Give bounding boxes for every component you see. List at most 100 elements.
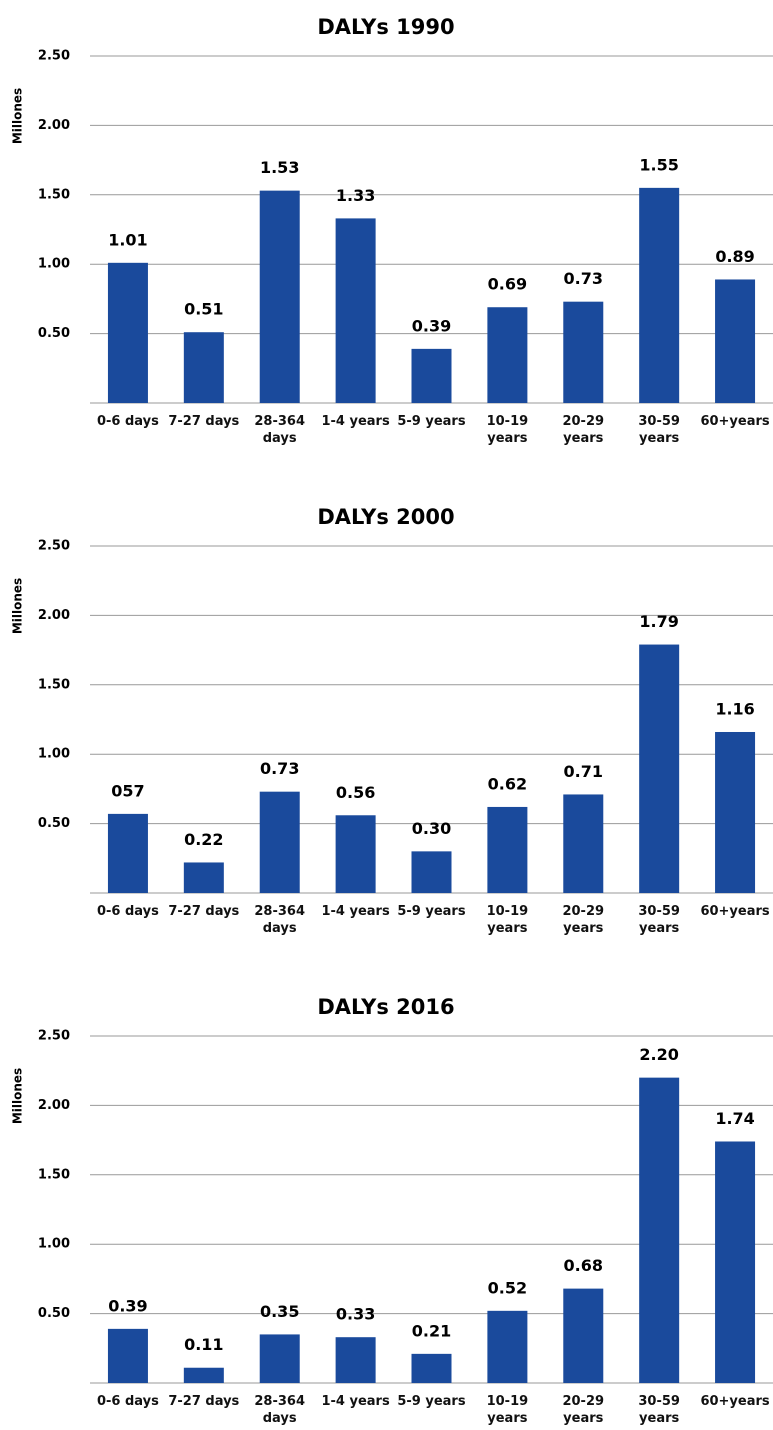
y-axis-label: Millones (11, 88, 25, 144)
bar (259, 1334, 300, 1383)
x-tick-label: 0-6 days (96, 1394, 159, 1409)
value-label: 0.22 (184, 830, 223, 849)
y-axis-label: Millones (11, 1068, 25, 1124)
x-tick-label: 20-29 years (562, 414, 605, 446)
y-tick-label: 2.00 (38, 1098, 70, 1113)
x-tick-label: 7-27 days (168, 904, 240, 919)
x-tick-label: 60+years (700, 904, 770, 919)
bar (715, 1141, 756, 1383)
bar (107, 813, 148, 893)
value-label: 0.51 (184, 300, 223, 319)
x-tick-label: 60+years (700, 1394, 770, 1409)
bar (639, 187, 680, 403)
value-label: 1.79 (639, 612, 678, 631)
x-tick-label: 28-364 days (254, 1394, 306, 1426)
bar (715, 731, 756, 893)
x-tick-label: 5-9 years (397, 904, 466, 919)
value-label: 0.52 (488, 1278, 527, 1297)
y-axis-label: Millones (11, 578, 25, 634)
value-label: 0.21 (412, 1321, 451, 1340)
bar (639, 1077, 680, 1383)
x-tick-label: 20-29 years (562, 904, 605, 936)
bar (563, 1288, 604, 1383)
value-label: 0.56 (336, 783, 375, 802)
y-tick-label: 2.00 (38, 118, 70, 133)
y-tick-label: 1.50 (38, 187, 70, 202)
bar (563, 301, 604, 403)
bar (411, 851, 452, 893)
x-tick-label: 0-6 days (96, 904, 159, 919)
chart-title: DALYs 2016 (317, 995, 454, 1019)
bar (107, 262, 148, 403)
x-tick-label: 1-4 years (321, 414, 390, 429)
x-tick-label: 20-29 years (562, 1394, 605, 1426)
bar (183, 1367, 224, 1383)
y-tick-label: 2.50 (38, 49, 70, 64)
x-tick-label: 1-4 years (321, 1394, 390, 1409)
x-tick-label: 7-27 days (168, 1394, 240, 1409)
y-tick-label: 1.00 (38, 257, 70, 272)
value-label: 0.39 (412, 316, 451, 335)
x-tick-label: 28-364 days (254, 904, 306, 936)
bar-chart: DALYs 2000 Millones 0.50 1.00 1.50 2.00 2.50 05… (0, 490, 773, 980)
bar (639, 644, 680, 893)
x-tick-label: 5-9 years (397, 1394, 466, 1409)
y-tick-label: 2.50 (38, 1029, 70, 1044)
chart-svg: DALYs 2000 Millones 0.50 1.00 1.50 2.00 2.50 05… (11, 505, 773, 894)
y-tick-label: 1.00 (38, 747, 70, 762)
x-tick-label: 0-6 days (96, 414, 159, 429)
bar (487, 307, 528, 403)
bar (563, 794, 604, 893)
value-label: 0.33 (336, 1305, 375, 1324)
y-tick-label: 1.50 (38, 1167, 70, 1182)
value-label: 2.20 (639, 1045, 678, 1064)
chart-svg: DALYs 1990 Millones 0.50 1.00 1.50 2.00 2.50 1.… (11, 15, 773, 404)
y-tick-label: 0.50 (38, 1306, 70, 1321)
y-tick-label: 1.50 (38, 677, 70, 692)
bar (411, 1353, 452, 1383)
value-label: 1.74 (715, 1109, 754, 1128)
bar (335, 815, 376, 893)
bar (335, 1337, 376, 1383)
value-label: 057 (111, 781, 144, 800)
bar (335, 218, 376, 403)
value-label: 0.69 (488, 275, 527, 294)
bar (183, 332, 224, 403)
bar (487, 1310, 528, 1383)
y-tick-label: 2.50 (38, 539, 70, 554)
y-tick-label: 0.50 (38, 326, 70, 341)
chart-title: DALYs 2000 (317, 505, 454, 529)
bar (183, 862, 224, 893)
chart-svg: DALYs 2016 Millones 0.50 1.00 1.50 2.00 2.50 0.… (11, 995, 773, 1384)
value-label: 0.71 (564, 762, 603, 781)
bar-chart: DALYs 2016 Millones 0.50 1.00 1.50 2.00 2.50 0.… (0, 980, 773, 1430)
x-tick-label: 10-19 years (486, 1394, 529, 1426)
value-label: 0.73 (564, 269, 603, 288)
x-tick-label: 10-19 years (486, 414, 529, 446)
value-label: 1.01 (108, 230, 147, 249)
y-tick-label: 2.00 (38, 608, 70, 623)
bar (107, 1328, 148, 1383)
x-tick-label: 30-59 years (638, 414, 680, 446)
value-label: 0.35 (260, 1302, 299, 1321)
x-tick-label: 28-364 days (254, 414, 306, 446)
value-label: 1.55 (639, 155, 678, 174)
value-label: 1.53 (260, 158, 299, 177)
value-label: 0.30 (412, 819, 451, 838)
value-label: 0.68 (564, 1256, 603, 1275)
value-label: 0.39 (108, 1296, 147, 1315)
bar (715, 279, 756, 403)
value-label: 0.73 (260, 759, 299, 778)
x-tick-label: 5-9 years (397, 414, 466, 429)
chart-title: DALYs 1990 (317, 15, 454, 39)
value-label: 0.62 (488, 774, 527, 793)
x-tick-label: 7-27 days (168, 414, 240, 429)
value-label: 1.16 (715, 699, 754, 718)
bar-chart: DALYs 1990 Millones 0.50 1.00 1.50 2.00 2.50 1.… (0, 0, 773, 490)
value-label: 0.89 (715, 247, 754, 266)
x-tick-label: 1-4 years (321, 904, 390, 919)
bar (259, 791, 300, 893)
bar (259, 190, 300, 403)
x-tick-label: 60+years (700, 414, 770, 429)
